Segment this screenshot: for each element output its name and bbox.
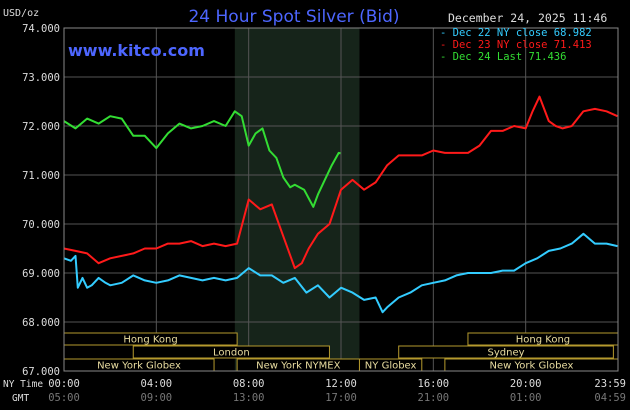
session-bar: New York NYMEX bbox=[236, 358, 360, 372]
x-tick-label-gmt: 17:00 bbox=[325, 392, 357, 404]
session-label: Hong Kong bbox=[123, 335, 177, 346]
y-tick-label: 68.000 bbox=[22, 317, 60, 329]
y-tick-label: 70.000 bbox=[22, 219, 60, 231]
session-label: New York NYMEX bbox=[256, 361, 341, 372]
session-label: Sydney bbox=[488, 348, 525, 359]
y-tick-label: 74.000 bbox=[22, 23, 60, 35]
session-label: New York Globex bbox=[490, 361, 574, 372]
x-tick-label-ny: 12:00 bbox=[325, 378, 357, 390]
x-tick-label-gmt: 09:00 bbox=[141, 392, 173, 404]
plot-frame bbox=[63, 27, 619, 372]
y-tick-label: 72.000 bbox=[22, 121, 60, 133]
x-tick-label-ny: 00:00 bbox=[48, 378, 80, 390]
session-bar: New York Globex bbox=[444, 358, 619, 372]
legend-entry: - Dec 23 NY close 71.413 bbox=[440, 39, 592, 51]
x-tick-label-gmt: 21:00 bbox=[418, 392, 450, 404]
chart-datetime: December 24, 2025 11:46 bbox=[448, 11, 607, 25]
x-tick-label-ny: 23:59 bbox=[594, 378, 626, 390]
session-bar: London bbox=[132, 345, 330, 359]
x-tick-label-ny: 08:00 bbox=[233, 378, 265, 390]
y-tick-label: 73.000 bbox=[22, 72, 60, 84]
y-unit-label: USD/oz bbox=[3, 8, 39, 19]
ny-time-label: NY Time bbox=[3, 379, 43, 390]
y-tick-label: 69.000 bbox=[22, 268, 60, 280]
session-box bbox=[398, 345, 614, 359]
x-tick-label-gmt: 04:59 bbox=[594, 392, 626, 404]
session-bar: NY Globex bbox=[358, 358, 423, 372]
x-tick-label-gmt: 05:00 bbox=[48, 392, 80, 404]
y-tick-labels: 74.000 73.000 72.000 71.000 70.000 69.000 68.0… bbox=[22, 23, 60, 378]
x-tick-label-ny: 20:00 bbox=[510, 378, 542, 390]
x-tick-label-ny: 16:00 bbox=[418, 378, 450, 390]
session-bar: New York Globex bbox=[63, 358, 215, 372]
session-label: Hong Kong bbox=[516, 335, 570, 346]
x-tick-label-gmt: 13:00 bbox=[233, 392, 265, 404]
series-line bbox=[63, 95, 618, 270]
legend-entry: - Dec 22 NY close 68.982 bbox=[440, 27, 592, 39]
y-tick-label: 71.000 bbox=[22, 170, 60, 182]
session-bar: Hong Kong bbox=[63, 332, 238, 346]
session-box bbox=[132, 345, 330, 359]
y-tick-label: 67.000 bbox=[22, 366, 60, 378]
legend-entry: - Dec 24 Last 71.436 bbox=[440, 51, 566, 63]
kitco-watermark: www.kitco.com bbox=[68, 41, 205, 60]
gmt-label: GMT bbox=[12, 393, 29, 404]
series-line bbox=[63, 232, 618, 314]
session-label: New York Globex bbox=[97, 361, 181, 372]
session-label: London bbox=[213, 348, 250, 359]
x-tick-labels: 00:00 05:00 04:00 09:00 08:00 13:00 12:00 17:00… bbox=[48, 378, 626, 404]
session-bar: Hong Kong bbox=[467, 332, 619, 346]
x-tick-label-ny: 04:00 bbox=[141, 378, 173, 390]
chart-title: 24 Hour Spot Silver (Bid) bbox=[188, 7, 399, 27]
series-lines bbox=[63, 95, 618, 314]
legend: - Dec 22 NY close 68.982- Dec 23 NY clos… bbox=[440, 27, 592, 63]
session-label: NY Globex bbox=[365, 361, 417, 372]
series-line bbox=[63, 110, 341, 208]
session-bar: Sydney bbox=[398, 345, 614, 359]
x-tick-label-gmt: 01:00 bbox=[510, 392, 542, 404]
